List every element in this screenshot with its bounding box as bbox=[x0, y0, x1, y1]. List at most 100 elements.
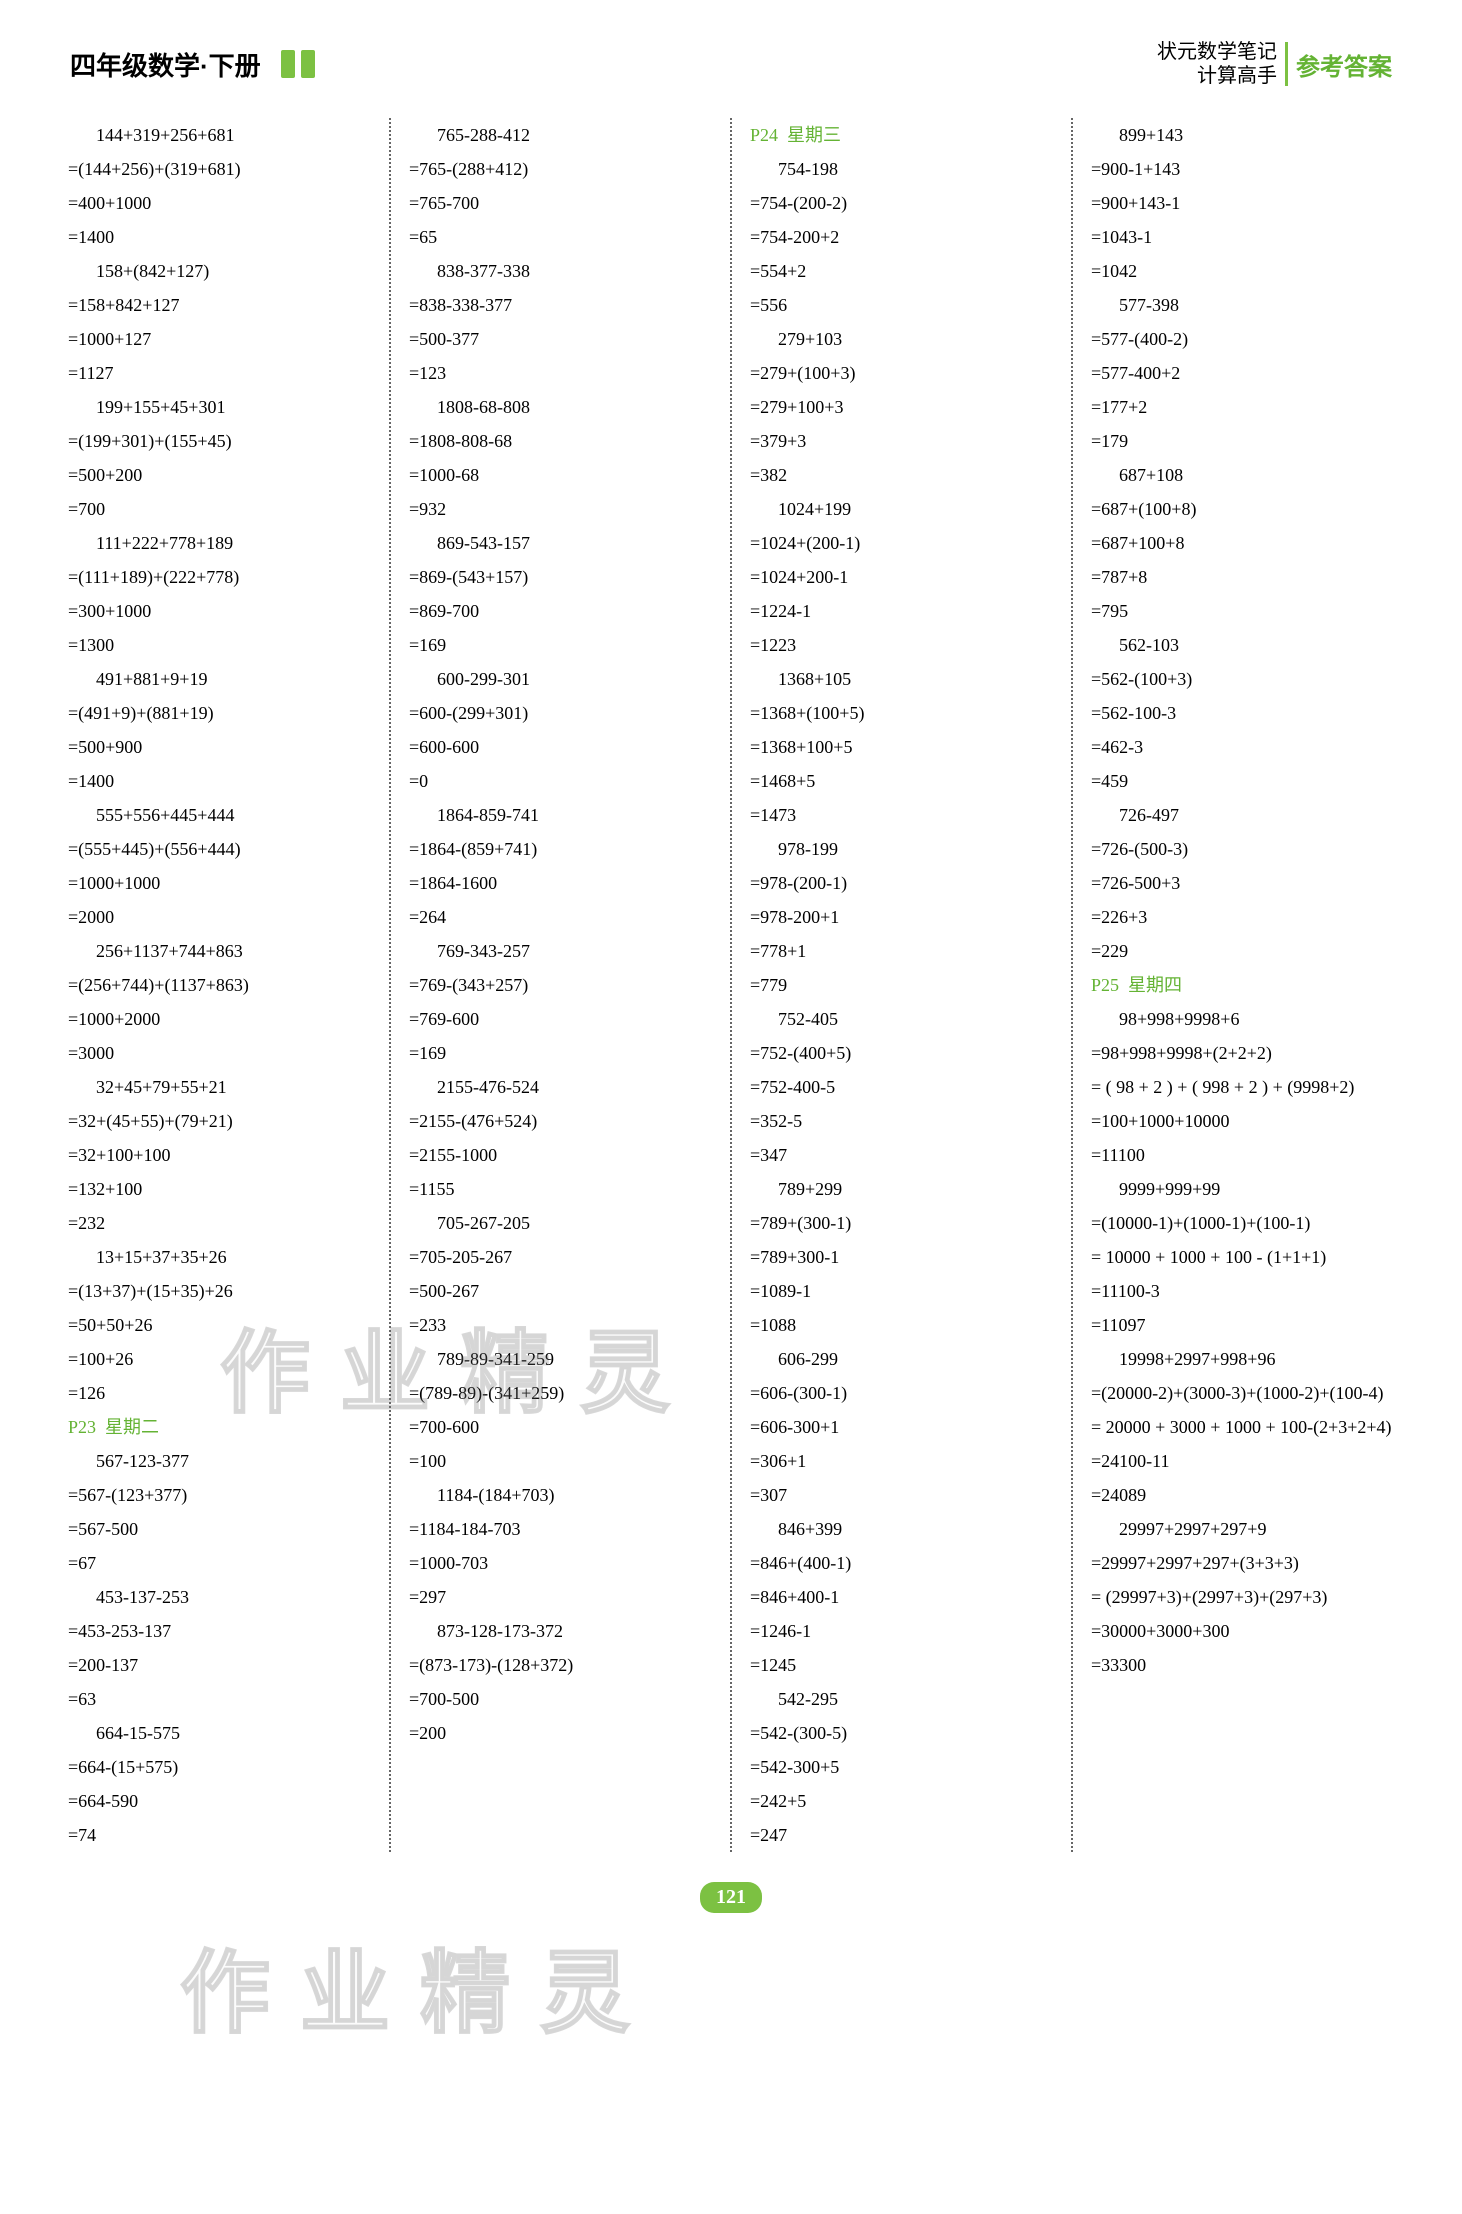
math-line: =664-590 bbox=[68, 1784, 371, 1818]
math-line: =556 bbox=[750, 288, 1053, 322]
math-line: =577-400+2 bbox=[1091, 356, 1394, 390]
math-line: 789-89-341-259 bbox=[409, 1342, 712, 1376]
math-line: =169 bbox=[409, 628, 712, 662]
math-line: =50+50+26 bbox=[68, 1308, 371, 1342]
math-line: =1127 bbox=[68, 356, 371, 390]
math-line: =1024+(200-1) bbox=[750, 526, 1053, 560]
math-line: =(256+744)+(1137+863) bbox=[68, 968, 371, 1002]
math-line: 869-543-157 bbox=[409, 526, 712, 560]
math-line: 453-137-253 bbox=[68, 1580, 371, 1614]
header-left: 四年级数学·下册 bbox=[70, 46, 315, 83]
math-line: 687+108 bbox=[1091, 458, 1394, 492]
math-line: =606-(300-1) bbox=[750, 1376, 1053, 1410]
content-columns: 144+319+256+681=(144+256)+(319+681)=400+… bbox=[50, 118, 1412, 1852]
answers-label: 参考答案 bbox=[1296, 47, 1392, 82]
math-line: =978-(200-1) bbox=[750, 866, 1053, 900]
math-line: = (29997+3)+(2997+3)+(297+3) bbox=[1091, 1580, 1394, 1614]
watermark-2: 作业精灵 bbox=[180, 1920, 660, 2050]
math-line: =11097 bbox=[1091, 1308, 1394, 1342]
math-line: 562-103 bbox=[1091, 628, 1394, 662]
math-line: =726-500+3 bbox=[1091, 866, 1394, 900]
math-line: =554+2 bbox=[750, 254, 1053, 288]
math-line: =562-100-3 bbox=[1091, 696, 1394, 730]
math-line: =229 bbox=[1091, 934, 1394, 968]
math-line: 13+15+37+35+26 bbox=[68, 1240, 371, 1274]
math-line: 279+103 bbox=[750, 322, 1053, 356]
math-line: 567-123-377 bbox=[68, 1444, 371, 1478]
math-line: =846+400-1 bbox=[750, 1580, 1053, 1614]
math-line: =232 bbox=[68, 1206, 371, 1240]
math-line: =779 bbox=[750, 968, 1053, 1002]
math-line: 705-267-205 bbox=[409, 1206, 712, 1240]
math-line: 577-398 bbox=[1091, 288, 1394, 322]
math-line: 29997+2997+297+9 bbox=[1091, 1512, 1394, 1546]
math-line: =200 bbox=[409, 1716, 712, 1750]
math-line: =869-(543+157) bbox=[409, 560, 712, 594]
math-line: =1246-1 bbox=[750, 1614, 1053, 1648]
math-line: =177+2 bbox=[1091, 390, 1394, 424]
math-line: =2155-(476+524) bbox=[409, 1104, 712, 1138]
math-line: =100+26 bbox=[68, 1342, 371, 1376]
math-line: =778+1 bbox=[750, 934, 1053, 968]
math-line: =382 bbox=[750, 458, 1053, 492]
book-title: 四年级数学·下册 bbox=[70, 46, 261, 83]
math-line: =(13+37)+(15+35)+26 bbox=[68, 1274, 371, 1308]
math-line: =(10000-1)+(1000-1)+(100-1) bbox=[1091, 1206, 1394, 1240]
math-line: 726-497 bbox=[1091, 798, 1394, 832]
math-line: =500-377 bbox=[409, 322, 712, 356]
math-line: =100 bbox=[409, 1444, 712, 1478]
math-line: =932 bbox=[409, 492, 712, 526]
math-line: =132+100 bbox=[68, 1172, 371, 1206]
math-line: 765-288-412 bbox=[409, 118, 712, 152]
math-line: 19998+2997+998+96 bbox=[1091, 1342, 1394, 1376]
math-line: 144+319+256+681 bbox=[68, 118, 371, 152]
math-line: =1000+1000 bbox=[68, 866, 371, 900]
math-line: =1864-1600 bbox=[409, 866, 712, 900]
math-line: 769-343-257 bbox=[409, 934, 712, 968]
math-line: 789+299 bbox=[750, 1172, 1053, 1206]
math-line: =1000+127 bbox=[68, 322, 371, 356]
math-line: 754-198 bbox=[750, 152, 1053, 186]
math-line: =3000 bbox=[68, 1036, 371, 1070]
math-line: =200-137 bbox=[68, 1648, 371, 1682]
math-line: =2000 bbox=[68, 900, 371, 934]
math-line: =24089 bbox=[1091, 1478, 1394, 1512]
math-line: =1024+200-1 bbox=[750, 560, 1053, 594]
math-line: =1000+2000 bbox=[68, 1002, 371, 1036]
math-line: =(20000-2)+(3000-3)+(1000-2)+(100-4) bbox=[1091, 1376, 1394, 1410]
math-line: =1088 bbox=[750, 1308, 1053, 1342]
page-header: 四年级数学·下册 状元数学笔记 计算高手 参考答案 bbox=[50, 40, 1412, 88]
math-line: =2155-1000 bbox=[409, 1138, 712, 1172]
math-line: =769-(343+257) bbox=[409, 968, 712, 1002]
math-line: 542-295 bbox=[750, 1682, 1053, 1716]
math-line: 199+155+45+301 bbox=[68, 390, 371, 424]
math-line: =11100-3 bbox=[1091, 1274, 1394, 1308]
math-line: 1184-(184+703) bbox=[409, 1478, 712, 1512]
math-line: 158+(842+127) bbox=[68, 254, 371, 288]
math-line: =63 bbox=[68, 1682, 371, 1716]
math-line: =1042 bbox=[1091, 254, 1394, 288]
math-line: 873-128-173-372 bbox=[409, 1614, 712, 1648]
math-line: =1473 bbox=[750, 798, 1053, 832]
section-header: P23 星期二 bbox=[68, 1410, 371, 1444]
math-line: =1400 bbox=[68, 764, 371, 798]
math-line: =30000+3000+300 bbox=[1091, 1614, 1394, 1648]
divider-icon bbox=[1285, 42, 1288, 86]
math-line: =1000-703 bbox=[409, 1546, 712, 1580]
math-line: =33300 bbox=[1091, 1648, 1394, 1682]
math-line: =(491+9)+(881+19) bbox=[68, 696, 371, 730]
math-line: =65 bbox=[409, 220, 712, 254]
math-line: =1000-68 bbox=[409, 458, 712, 492]
math-line: =606-300+1 bbox=[750, 1410, 1053, 1444]
math-line: 1368+105 bbox=[750, 662, 1053, 696]
column-2: 765-288-412=765-(288+412)=765-700=65838-… bbox=[391, 118, 732, 1852]
math-line: 664-15-575 bbox=[68, 1716, 371, 1750]
math-line: =600-(299+301) bbox=[409, 696, 712, 730]
math-line: =74 bbox=[68, 1818, 371, 1852]
math-line: =1300 bbox=[68, 628, 371, 662]
math-line: =754-(200-2) bbox=[750, 186, 1053, 220]
math-line: =297 bbox=[409, 1580, 712, 1614]
math-line: =(111+189)+(222+778) bbox=[68, 560, 371, 594]
math-line: =279+100+3 bbox=[750, 390, 1053, 424]
math-line: =562-(100+3) bbox=[1091, 662, 1394, 696]
